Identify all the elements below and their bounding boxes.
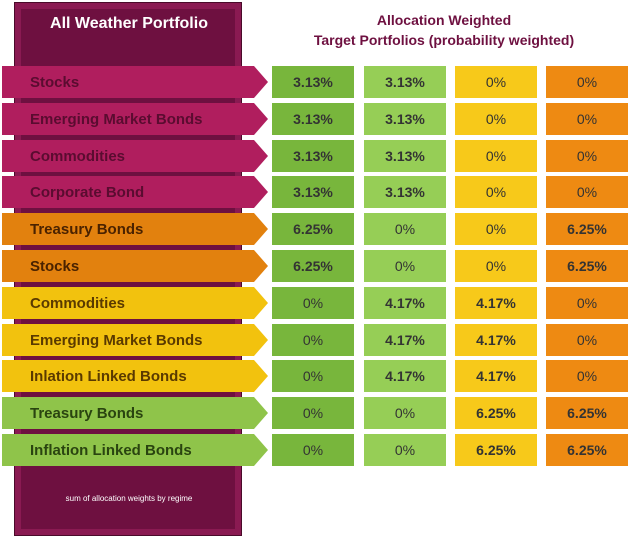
row-label: Treasury Bonds (2, 213, 268, 245)
value-cell: 0% (546, 360, 628, 392)
value-cell: 4.17% (455, 287, 537, 319)
value-cell: 4.17% (455, 360, 537, 392)
row-label: Inflation Linked Bonds (2, 434, 268, 466)
value-cell: 0% (546, 287, 628, 319)
panel-footer: sum of allocation weights by regime (65, 494, 193, 503)
panel-title: All Weather Portfolio (50, 15, 208, 32)
row-label: Treasury Bonds (2, 397, 268, 429)
value-cell: 0% (546, 103, 628, 135)
value-cell: 3.13% (364, 140, 446, 172)
row-label: Inlation Linked Bonds (2, 360, 268, 392)
value-cell: 6.25% (546, 213, 628, 245)
value-cell: 3.13% (364, 66, 446, 98)
value-cell: 6.25% (546, 250, 628, 282)
value-cell: 6.25% (455, 397, 537, 429)
row-label: Corporate Bond (2, 176, 268, 208)
value-cell: 3.13% (272, 176, 354, 208)
value-cell: 6.25% (546, 397, 628, 429)
value-cell: 4.17% (364, 324, 446, 356)
row-label: Stocks (2, 250, 268, 282)
row-label: Stocks (2, 66, 268, 98)
value-cell: 0% (546, 324, 628, 356)
value-cell: 0% (364, 250, 446, 282)
value-cell: 6.25% (546, 434, 628, 466)
value-cell: 3.13% (364, 176, 446, 208)
value-cell: 0% (272, 360, 354, 392)
row-label: Emerging Market Bonds (2, 103, 268, 135)
value-cell: 0% (455, 250, 537, 282)
value-cell: 0% (364, 397, 446, 429)
value-cell: 3.13% (272, 66, 354, 98)
value-cell: 0% (455, 176, 537, 208)
value-cell: 4.17% (364, 287, 446, 319)
value-cell: 0% (455, 213, 537, 245)
value-cell: 0% (272, 287, 354, 319)
value-cell: 0% (455, 66, 537, 98)
value-cell: 3.13% (272, 103, 354, 135)
value-cell: 0% (272, 434, 354, 466)
value-cell: 0% (364, 213, 446, 245)
value-cell: 0% (546, 140, 628, 172)
heading-line-2: Target Portfolios (probability weighted) (313, 32, 575, 48)
value-cell: 0% (455, 103, 537, 135)
value-cell: 4.17% (364, 360, 446, 392)
row-label: Emerging Market Bonds (2, 324, 268, 356)
row-label: Commodities (2, 287, 268, 319)
value-cell: 0% (364, 434, 446, 466)
value-cell: 6.25% (272, 250, 354, 282)
value-cell: 0% (546, 176, 628, 208)
value-cell: 6.25% (455, 434, 537, 466)
value-cell: 0% (272, 397, 354, 429)
row-label: Commodities (2, 140, 268, 172)
heading-line-1: Allocation Weighted (376, 12, 512, 28)
value-cell: 6.25% (272, 213, 354, 245)
value-cell: 4.17% (455, 324, 537, 356)
value-cell: 0% (272, 324, 354, 356)
value-cell: 3.13% (272, 140, 354, 172)
value-cell: 3.13% (364, 103, 446, 135)
value-cell: 0% (546, 66, 628, 98)
value-cell: 0% (455, 140, 537, 172)
